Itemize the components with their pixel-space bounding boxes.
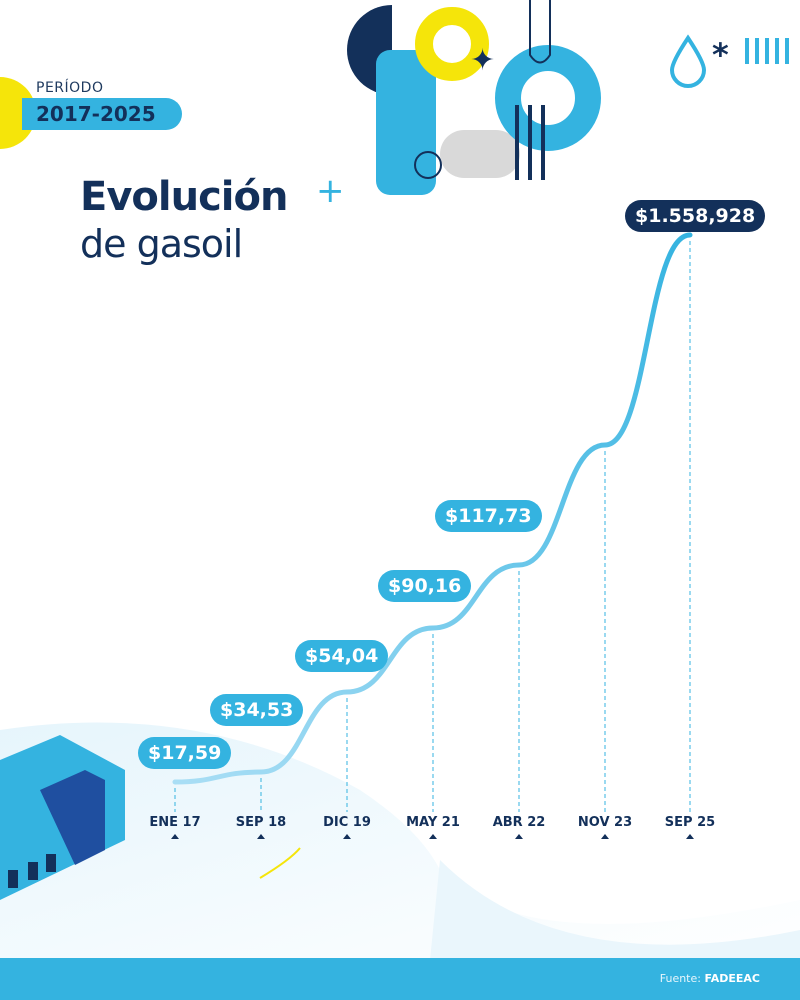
asterisk-icon: * <box>712 36 729 74</box>
gray-block <box>440 130 520 178</box>
data-label: $34,53 <box>210 694 304 726</box>
tick-marker <box>343 834 351 839</box>
tick-marker <box>686 834 694 839</box>
title-line2: de gasoil <box>80 222 243 266</box>
x-tick-label: ABR 22 <box>492 815 546 830</box>
x-tick-label: DIC 19 <box>323 815 371 830</box>
paperclip-icon <box>529 0 551 64</box>
source-label: Fuente: <box>659 972 701 985</box>
period-pill <box>22 98 182 130</box>
yellow-circle-left <box>0 77 36 149</box>
series-line <box>172 232 693 785</box>
x-tick-label: NOV 23 <box>577 815 633 830</box>
blue-ring <box>495 45 601 151</box>
yellow-ring <box>415 7 489 81</box>
tick-marker <box>171 834 179 839</box>
chart-layer <box>171 232 694 839</box>
background-wave-right <box>430 860 800 960</box>
source-value: FADEEAC <box>704 972 760 985</box>
x-tick-label: SEP 25 <box>664 815 716 830</box>
x-tick-label: MAY 21 <box>406 815 460 830</box>
warehouse-illustration <box>0 735 125 900</box>
data-label: $117,73 <box>435 500 542 532</box>
data-label: $17,59 <box>138 737 232 769</box>
tick-marker <box>601 834 609 839</box>
bars-icon <box>745 38 789 64</box>
drop-icon <box>669 34 707 88</box>
plus-icon: + <box>316 171 345 211</box>
x-tick-label: ENE 17 <box>149 815 201 830</box>
footer-bar <box>0 958 800 1000</box>
blue-wavy-block <box>376 50 436 195</box>
title-line1: Evolución <box>80 174 288 220</box>
tick-marker <box>257 834 265 839</box>
data-label: $54,04 <box>295 640 389 672</box>
x-tick-label: SEP 18 <box>235 815 287 830</box>
source-text: Fuente: FADEEAC <box>660 972 760 985</box>
tick-marker <box>429 834 437 839</box>
tick-marker <box>515 834 523 839</box>
data-label: $90,16 <box>378 570 472 602</box>
period-label: PERÍODO <box>36 80 104 96</box>
data-label: $1.558,928 <box>625 200 766 232</box>
star-icon: ✦ <box>470 43 495 78</box>
period-value: 2017-2025 <box>36 102 156 126</box>
